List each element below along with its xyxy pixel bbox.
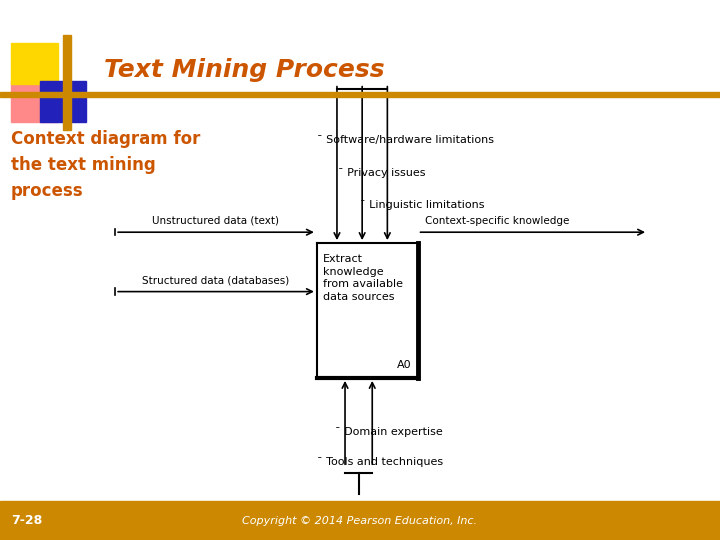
Bar <box>11 81 58 122</box>
Text: Structured data (databases): Structured data (databases) <box>143 275 289 285</box>
Bar <box>318 244 417 377</box>
Text: A0: A0 <box>397 360 412 370</box>
Bar <box>63 35 71 130</box>
Text: ˉ Domain expertise: ˉ Domain expertise <box>335 427 443 437</box>
Bar <box>0 92 720 97</box>
Text: Text Mining Process: Text Mining Process <box>104 58 385 82</box>
Bar <box>40 81 86 122</box>
Text: ˉ Software/hardware limitations: ˉ Software/hardware limitations <box>317 136 494 145</box>
Text: ˉ Privacy issues: ˉ Privacy issues <box>338 168 426 178</box>
Text: Context diagram for
the text mining
process: Context diagram for the text mining proc… <box>11 130 200 200</box>
Text: Context-specific knowledge: Context-specific knowledge <box>425 215 570 226</box>
Text: Unstructured data (text): Unstructured data (text) <box>153 215 279 226</box>
Text: ˉ Tools and techniques: ˉ Tools and techniques <box>317 457 443 467</box>
Text: Copyright © 2014 Pearson Education, Inc.: Copyright © 2014 Pearson Education, Inc. <box>243 516 477 525</box>
Text: 7-28: 7-28 <box>11 514 42 527</box>
Text: ˉ Linguistic limitations: ˉ Linguistic limitations <box>360 200 485 210</box>
Text: Extract
knowledge
from available
data sources: Extract knowledge from available data so… <box>323 254 402 302</box>
Bar <box>11 43 58 84</box>
Bar <box>0 501 720 540</box>
